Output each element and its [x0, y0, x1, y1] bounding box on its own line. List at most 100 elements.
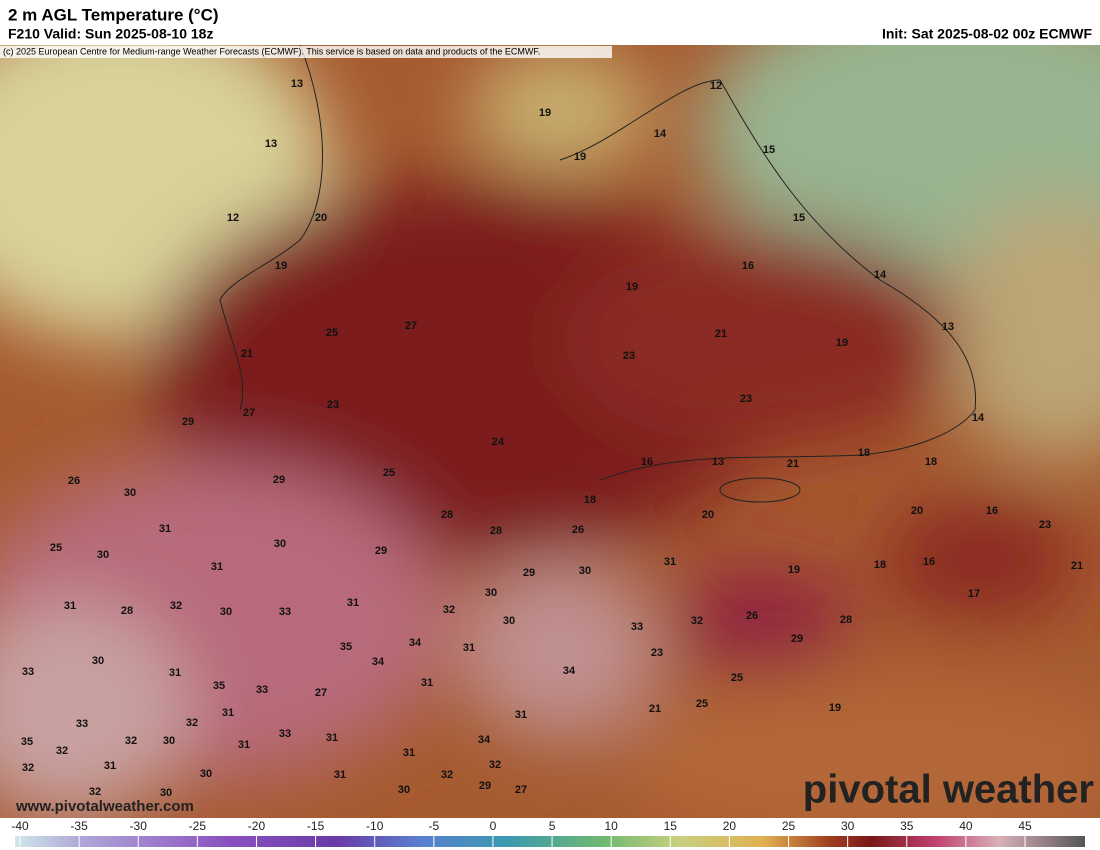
temperature-label: 23 [623, 350, 635, 362]
temperature-label: 23 [1039, 519, 1051, 531]
colorbar-tick-label: -10 [366, 819, 384, 833]
temperature-label: 16 [923, 556, 935, 568]
temperature-label: 31 [326, 732, 338, 744]
colorbar-tick-label: 15 [664, 819, 678, 833]
temperature-label: 32 [89, 786, 101, 798]
temperature-label: 33 [279, 728, 291, 740]
temperature-label: 15 [763, 144, 775, 156]
colorbar-tick-label: 30 [841, 819, 855, 833]
temperature-label: 32 [22, 762, 34, 774]
temperature-label: 15 [793, 212, 805, 224]
temperature-label: 16 [986, 505, 998, 517]
temperature-label: 27 [243, 407, 255, 419]
temperature-label: 21 [241, 348, 253, 360]
colorbar-tick-label: -15 [307, 819, 325, 833]
temperature-label: 34 [563, 665, 576, 677]
temperature-label: 21 [715, 328, 727, 340]
title: 2 m AGL Temperature (°C) [8, 5, 219, 24]
temperature-label: 14 [654, 128, 667, 140]
temperature-label: 13 [942, 321, 954, 333]
temperature-label: 17 [968, 588, 980, 600]
temperature-label: 32 [125, 735, 137, 747]
temperature-label: 18 [874, 559, 886, 571]
colorbar-tick-label: 20 [723, 819, 737, 833]
temperature-label: 26 [68, 475, 80, 487]
temperature-label: 31 [159, 523, 171, 535]
temperature-label: 32 [691, 615, 703, 627]
temperature-label: 19 [574, 151, 586, 163]
temperature-label: 13 [712, 456, 724, 468]
temperature-label: 24 [492, 436, 505, 448]
temperature-label: 33 [76, 718, 88, 730]
temperature-label: 26 [746, 610, 758, 622]
temperature-label: 32 [441, 769, 453, 781]
coastline [599, 409, 976, 481]
temperature-label: 19 [829, 702, 841, 714]
temperature-label: 28 [441, 509, 453, 521]
temperature-label: 30 [274, 538, 286, 550]
colorbar-tick-label: 40 [959, 819, 973, 833]
temperature-label: 12 [227, 212, 239, 224]
temperature-label: 18 [584, 494, 596, 506]
temperature-label: 23 [740, 393, 752, 405]
temperature-label: 32 [186, 717, 198, 729]
temperature-label: 21 [1071, 560, 1083, 572]
colorbar-tick-label: -35 [70, 819, 88, 833]
temperature-label: 30 [124, 487, 136, 499]
colorbar-ticks: -40 -35 -30 -25 -20 -15 -10 -5 0 5 10 15 20 25 30 35 40 4… [11, 819, 1032, 847]
temperature-label: 21 [787, 458, 799, 470]
colorbar-tick-label: 35 [900, 819, 914, 833]
temperature-label: 14 [972, 412, 985, 424]
temperature-label: 31 [211, 561, 223, 573]
colorbar-tick-label: 10 [604, 819, 618, 833]
temperature-label: 19 [539, 107, 551, 119]
temperature-label: 28 [121, 605, 133, 617]
temperature-label: 28 [840, 614, 852, 626]
temperature-label: 25 [50, 542, 62, 554]
temperature-label: 31 [104, 760, 116, 772]
temperature-label: 35 [340, 641, 352, 653]
temperature-label: 16 [641, 456, 653, 468]
temperature-label: 25 [696, 698, 708, 710]
temperature-label: 31 [169, 667, 181, 679]
watermark-url: www.pivotalweather.com [15, 798, 194, 815]
watermark-logo: pivotal weather [803, 768, 1094, 812]
temperature-label: 27 [315, 687, 327, 699]
temperature-label: 29 [375, 545, 387, 557]
temperature-label: 29 [182, 416, 194, 428]
temperature-label: 14 [874, 269, 887, 281]
colorbar-tick-label: -25 [189, 819, 207, 833]
temperature-labels: 13 19 12 14 19 15 13 20 12 15 19 16 19 14 25 27 21 13 19 21… [21, 78, 1083, 799]
temperature-label: 29 [523, 567, 535, 579]
colorbar-tick-label: -5 [428, 819, 439, 833]
temperature-label: 31 [222, 707, 234, 719]
temperature-label: 30 [398, 784, 410, 796]
temperature-label: 30 [579, 565, 591, 577]
temperature-label: 23 [651, 647, 663, 659]
temperature-label: 34 [478, 734, 491, 746]
temperature-label: 31 [238, 739, 250, 751]
temperature-label: 31 [463, 642, 475, 654]
temperature-label: 31 [421, 677, 433, 689]
temperature-label: 19 [788, 564, 800, 576]
temperature-label: 31 [403, 747, 415, 759]
colorbar-tick-label: -20 [248, 819, 266, 833]
temperature-label: 33 [279, 606, 291, 618]
temperature-label: 25 [383, 467, 395, 479]
copyright: (c) 2025 European Centre for Medium-rang… [3, 46, 540, 56]
temperature-label: 35 [21, 736, 33, 748]
colorbar-tick-label: 25 [782, 819, 796, 833]
temperature-label: 27 [515, 784, 527, 796]
temperature-label: 33 [22, 666, 34, 678]
copyright-bg [0, 46, 612, 58]
colorbar-tick-label: -30 [130, 819, 148, 833]
temperature-label: 20 [911, 505, 923, 517]
temperature-label: 35 [213, 680, 225, 692]
temperature-label: 12 [710, 80, 722, 92]
temperature-label: 32 [56, 745, 68, 757]
colorbar [15, 836, 1085, 847]
temperature-label: 30 [485, 587, 497, 599]
temperature-label: 30 [92, 655, 104, 667]
temperature-label: 31 [64, 600, 76, 612]
